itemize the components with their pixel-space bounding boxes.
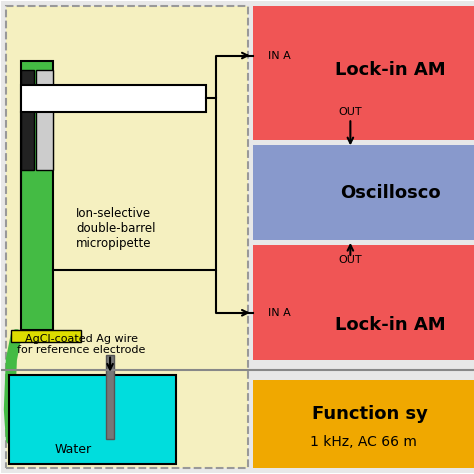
Bar [36,71,53,170]
Bar [21,71,34,170]
Text: IN A: IN A [268,308,291,318]
Bar [253,245,474,360]
Text: Function sy: Function sy [312,405,428,423]
Text: AgCl-coated Ag wire
for reference electrode: AgCl-coated Ag wire for reference electr… [17,334,146,356]
Text: Lock-in AM: Lock-in AM [335,62,446,80]
Text: 1 kHz, AC 66 m: 1 kHz, AC 66 m [310,436,417,449]
Bar [9,374,176,465]
Bar [253,6,474,140]
Bar [106,355,114,439]
Bar [21,85,206,112]
Bar [21,61,53,330]
Text: IN A: IN A [268,51,291,61]
Text: Ion-selective
double-barrel
micropipette: Ion-selective double-barrel micropipette [76,207,155,249]
Bar [11,330,81,342]
Bar [6,6,248,468]
Text: Oscillosco: Oscillosco [340,184,440,202]
Text: OUT: OUT [338,108,362,118]
Bar [253,145,474,240]
Text: Lock-in AM: Lock-in AM [335,316,446,334]
Text: Water: Water [55,443,92,456]
Bar [253,380,474,468]
Text: OUT: OUT [338,255,362,265]
